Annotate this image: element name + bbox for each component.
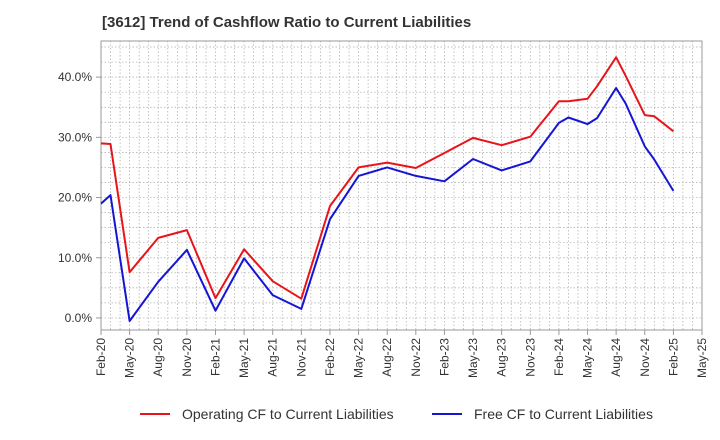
- series-line-1: [100, 56, 675, 300]
- y-tick-label: 10.0%: [58, 251, 92, 265]
- series-layer: [100, 56, 675, 322]
- y-tick-label: 20.0%: [58, 191, 92, 205]
- x-tick-label: Nov-22: [409, 338, 423, 377]
- x-tick-label: May-23: [466, 338, 480, 378]
- x-tick-label: Feb-24: [552, 338, 566, 376]
- x-tick-label: Aug-24: [609, 338, 623, 377]
- x-tick-label: May-21: [237, 338, 251, 378]
- x-tick-label: Feb-22: [323, 338, 337, 376]
- legend: Operating CF to Current Liabilities Free …: [140, 406, 653, 422]
- plot-frame: [100, 40, 703, 331]
- x-tick-label: Aug-20: [151, 338, 165, 377]
- x-tick-label: May-22: [352, 338, 366, 378]
- x-tick-label: May-20: [123, 338, 137, 378]
- x-tick-label: Feb-25: [666, 338, 680, 376]
- x-tick-label: Aug-23: [495, 338, 509, 377]
- x-tick-label: May-24: [581, 338, 595, 378]
- y-tick-label: 30.0%: [58, 130, 92, 144]
- legend-label-2: Free CF to Current Liabilities: [474, 406, 653, 422]
- x-tick-label: May-25: [695, 338, 709, 378]
- x-tick-label: Nov-24: [638, 338, 652, 377]
- x-tick-label: Nov-21: [294, 338, 308, 377]
- chart-title: [3612] Trend of Cashflow Ratio to Curren…: [102, 14, 472, 31]
- x-tick-label: Nov-23: [523, 338, 537, 377]
- x-tick-label: Aug-22: [380, 338, 394, 377]
- x-axis: Feb-20 May-20 Aug-20 Nov-20 Feb-21 May-21 Aug-…: [94, 330, 709, 378]
- x-tick-label: Nov-20: [180, 338, 194, 377]
- x-tick-label: Feb-23: [437, 338, 451, 376]
- x-tick-label: Feb-21: [208, 338, 222, 376]
- series-line-2: [100, 87, 675, 322]
- y-tick-label: 40.0%: [58, 70, 92, 84]
- legend-label-1: Operating CF to Current Liabilities: [182, 406, 394, 422]
- grid-layer: [101, 41, 702, 330]
- x-tick-label: Aug-21: [266, 338, 280, 377]
- y-tick-label: 0.0%: [65, 311, 93, 325]
- x-tick-label: Feb-20: [94, 338, 108, 376]
- y-axis: 0.0% 10.0% 20.0% 30.0% 40.0%: [58, 70, 101, 325]
